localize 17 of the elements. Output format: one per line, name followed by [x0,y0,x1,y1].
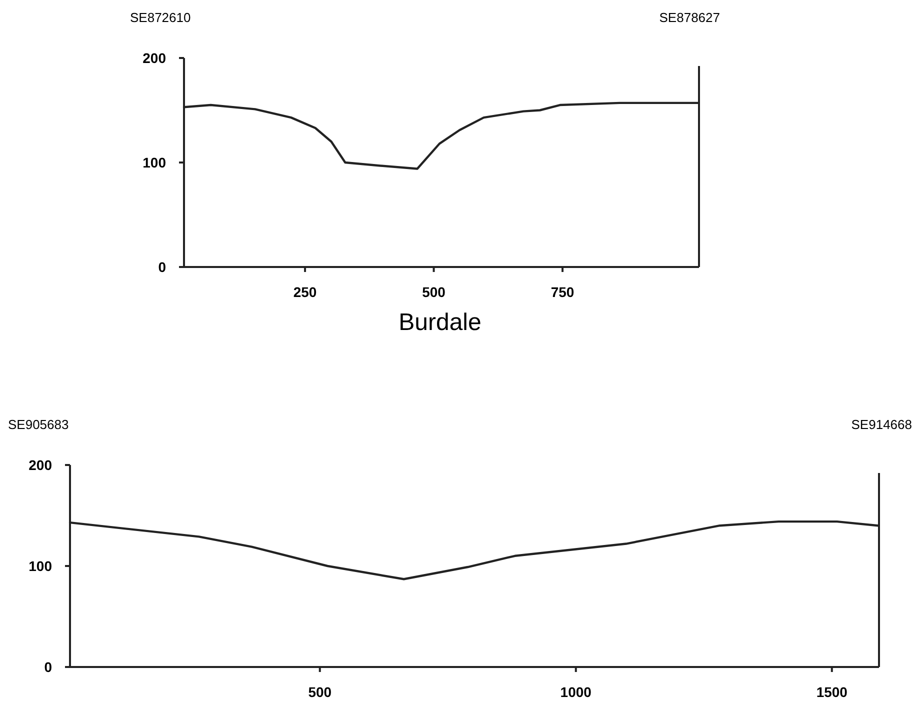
text: SE905683 [8,417,69,432]
y-tick-label: 100 [28,558,52,574]
text: SE872610 [130,10,191,25]
y-tick-label: 100 [142,154,166,170]
y-tick-label: 200 [28,456,52,473]
y-tick-label: 0 [158,258,166,275]
text: SE878627 [659,10,720,25]
chart-title: Burdale [398,309,482,336]
x-tick-label: 1500 [816,684,848,700]
x-tick-label: 500 [308,684,332,700]
x-tick-label: 750 [550,284,574,300]
y-tick-label: 0 [44,658,52,675]
y-tick-label: 200 [142,50,166,66]
x-tick-label: 250 [293,284,317,300]
x-tick-label: 500 [422,284,446,300]
x-tick-label: 1000 [560,684,592,700]
text: SE914668 [851,417,912,432]
